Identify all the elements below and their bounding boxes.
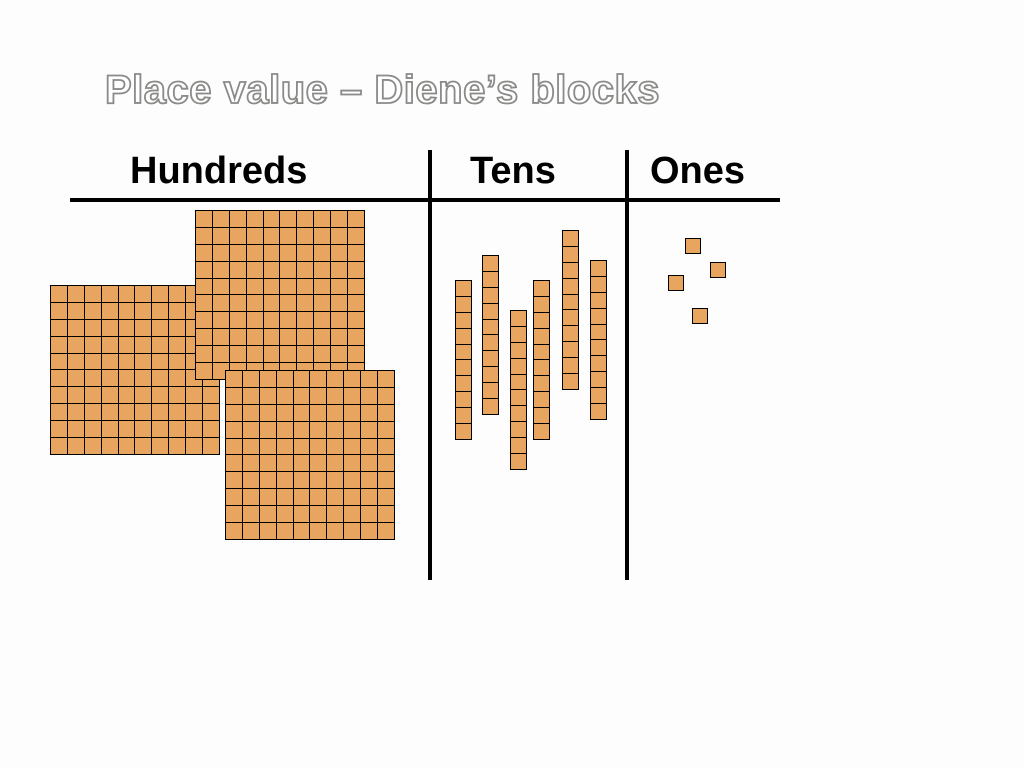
diagram-stage: Place value – Diene’s blocks Hundreds Te… (0, 0, 1024, 768)
label-ones: Ones (650, 150, 745, 193)
divider-line (428, 150, 432, 580)
ones-unit (692, 308, 708, 324)
hundreds-block (225, 370, 395, 540)
tens-rod (533, 280, 550, 440)
tens-rod (510, 310, 527, 470)
ones-unit (710, 262, 726, 278)
tens-rod (590, 260, 607, 420)
page-title: Place value – Diene’s blocks (105, 68, 660, 113)
divider-line (625, 150, 629, 580)
label-tens: Tens (470, 150, 556, 193)
tens-rod (482, 255, 499, 415)
ones-unit (668, 275, 684, 291)
label-hundreds: Hundreds (130, 150, 307, 193)
hundreds-block (195, 210, 365, 380)
ones-unit (685, 238, 701, 254)
divider-line (70, 198, 780, 202)
tens-rod (455, 280, 472, 440)
tens-rod (562, 230, 579, 390)
